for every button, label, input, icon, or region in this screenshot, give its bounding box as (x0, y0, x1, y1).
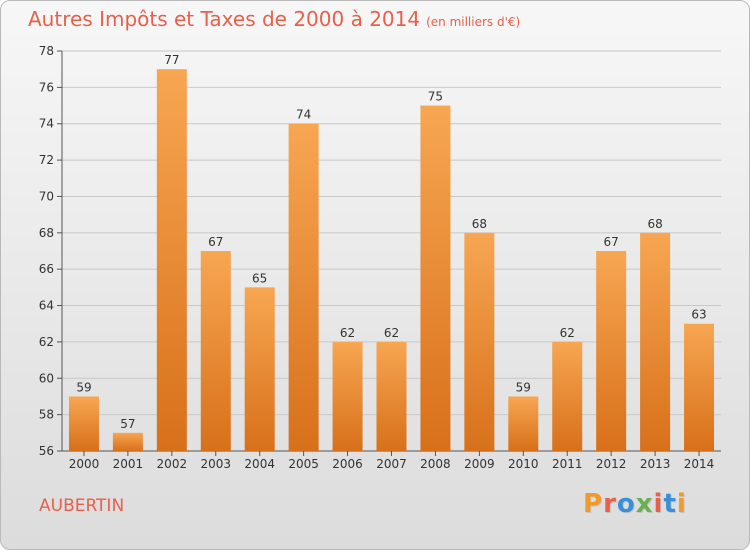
bar-2012 (596, 251, 627, 451)
x-tick-label: 2010 (508, 457, 539, 471)
x-tick-label: 2014 (684, 457, 715, 471)
y-tick-label: 64 (39, 299, 54, 313)
x-tick-label: 2007 (376, 457, 407, 471)
bar-2006 (332, 341, 363, 451)
bar-2009 (464, 232, 495, 451)
commune-name: AUBERTIN (39, 496, 125, 516)
bar-2004 (244, 287, 275, 451)
chart-title: Autres Impôts et Taxes de 2000 à 2014 (en… (28, 7, 520, 31)
data-label: 67 (604, 235, 619, 249)
x-tick-label: 2005 (288, 457, 319, 471)
data-label: 62 (384, 326, 399, 340)
data-label: 59 (516, 380, 531, 394)
x-tick-label: 2008 (420, 457, 451, 471)
y-tick-label: 68 (39, 226, 54, 240)
bar-2007 (376, 341, 407, 451)
bar-2000 (68, 396, 99, 451)
y-tick-label: 72 (39, 153, 54, 167)
y-tick-label: 58 (39, 408, 54, 422)
data-label: 74 (296, 108, 311, 122)
y-tick-label: 62 (39, 335, 54, 349)
bar-2002 (156, 69, 187, 451)
x-tick-label: 2011 (552, 457, 583, 471)
data-label: 65 (252, 271, 267, 285)
x-tick-label: 2012 (596, 457, 627, 471)
x-tick-label: 2013 (640, 457, 671, 471)
logo-letter: P (583, 489, 604, 519)
bars (68, 69, 715, 452)
x-tick-label: 2000 (69, 457, 100, 471)
bar-2013 (640, 232, 671, 451)
x-tick-label: 2002 (157, 457, 188, 471)
y-tick-label: 76 (39, 80, 54, 94)
logo-letter: r (603, 489, 617, 519)
y-tick-label: 74 (39, 117, 54, 131)
bar-2008 (420, 105, 451, 451)
bar-2003 (200, 251, 231, 451)
y-tick-label: 60 (39, 371, 54, 385)
data-label: 63 (691, 308, 706, 322)
logo-letter: o (616, 489, 636, 519)
bar-2011 (552, 341, 583, 451)
logo-letter: i (676, 489, 687, 519)
data-labels: 59 57 77 67 65 74 62 62 75 68 59 62 67 68 63 (76, 53, 706, 431)
chart-title-unit: (en milliers d'€) (426, 15, 521, 29)
data-label: 75 (428, 90, 443, 104)
y-tick-label: 78 (39, 44, 54, 58)
data-label: 68 (472, 217, 487, 231)
logo-letter: i (653, 489, 664, 519)
chart-title-main: Autres Impôts et Taxes de 2000 à 2014 (28, 7, 421, 31)
bar-2010 (508, 396, 539, 451)
bar-2001 (112, 432, 143, 451)
x-tick-label: 2006 (332, 457, 363, 471)
logo-letter: t (663, 489, 677, 519)
y-tick-label: 70 (39, 189, 54, 203)
y-tick-label: 56 (39, 444, 54, 458)
x-tick-label: 2009 (464, 457, 495, 471)
logo-letter: x (635, 489, 654, 519)
y-tick-label: 66 (39, 262, 54, 276)
bar-2014 (684, 323, 715, 451)
bar-2005 (288, 123, 319, 452)
data-label: 67 (208, 235, 223, 249)
data-label: 59 (76, 380, 91, 394)
proxiti-logo[interactable]: Proxiti (583, 489, 687, 519)
data-label: 57 (120, 417, 135, 431)
x-tick-label: 2001 (113, 457, 144, 471)
x-tick-label: 2003 (200, 457, 231, 471)
x-tick-label: 2004 (244, 457, 275, 471)
data-label: 62 (340, 326, 355, 340)
data-label: 62 (560, 326, 575, 340)
data-label: 68 (647, 217, 662, 231)
data-label: 77 (164, 53, 179, 67)
